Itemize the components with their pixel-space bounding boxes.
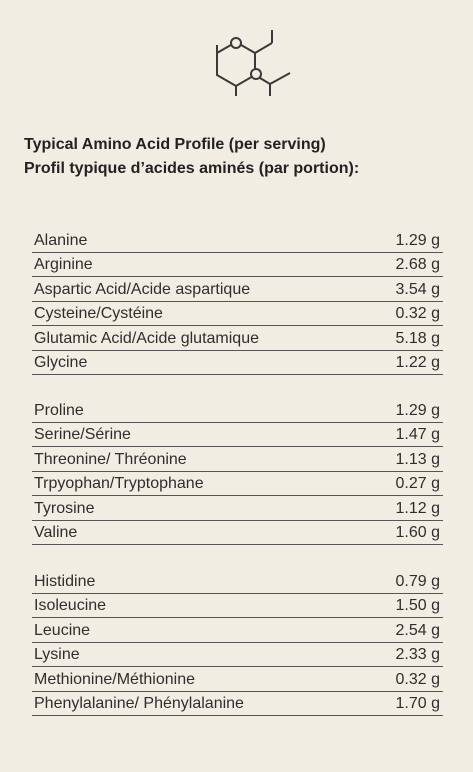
- amino-acid-name: Arginine: [34, 256, 93, 274]
- title-french: Profil typique d’acides aminés (par port…: [24, 160, 360, 177]
- amount: 2.54 g: [395, 621, 440, 639]
- amino-acid-name: Valine: [34, 524, 78, 541]
- amino-acid-name: Threonine/ Thréonine: [34, 450, 187, 468]
- amino-acid-name: Lysine: [34, 646, 80, 664]
- amino-acid-name: Glutamic Acid/Acide glutamique: [34, 329, 259, 347]
- amount: 0.32 g: [395, 305, 440, 323]
- amino-acid-name: Leucine: [34, 621, 91, 639]
- table-row: Cysteine/Cystéine 0.32 g: [32, 302, 443, 327]
- amount: 0.32 g: [395, 670, 440, 688]
- title-english: Typical Amino Acid Profile (per serving): [24, 136, 326, 153]
- amount: 3.54 g: [395, 280, 440, 298]
- amount: 1.60 g: [395, 524, 440, 541]
- table-row: Glycine 1.22 g: [32, 351, 443, 375]
- table-row: Serine/Sérine 1.47 g: [32, 423, 443, 448]
- amount: 1.70 g: [395, 695, 440, 712]
- amino-acid-name: Serine/Sérine: [34, 426, 131, 444]
- amount: 0.27 g: [395, 475, 440, 493]
- table-row: Trpyophan/Tryptophane 0.27 g: [32, 472, 443, 497]
- table-row: Valine 1.60 g: [32, 521, 443, 545]
- table-row: Tyrosine 1.12 g: [32, 497, 443, 521]
- molecule-icon: [216, 30, 291, 96]
- table-row: Proline 1.29 g: [32, 399, 443, 423]
- table-row: Histidine 0.79 g: [32, 570, 443, 594]
- amount: 1.13 g: [395, 450, 440, 468]
- amino-acid-name: Alanine: [34, 232, 88, 249]
- amount: 1.29 g: [395, 232, 440, 249]
- amino-acid-name: Proline: [34, 402, 84, 419]
- amount: 5.18 g: [395, 329, 440, 347]
- amount: 1.22 g: [395, 354, 440, 371]
- amino-acid-name: Cysteine/Cystéine: [34, 305, 163, 323]
- table-row: Lysine 2.33 g: [32, 643, 443, 668]
- table-row: Arginine 2.68 g: [32, 253, 443, 278]
- table-row: Alanine 1.29 g: [32, 229, 443, 253]
- amount: 2.68 g: [395, 256, 440, 274]
- amino-acid-name: Methionine/Méthionine: [34, 670, 195, 688]
- amino-acid-name: Aspartic Acid/Acide aspartique: [34, 280, 251, 298]
- table-row: Aspartic Acid/Acide aspartique 3.54 g: [32, 278, 443, 302]
- table-row: Glutamic Acid/Acide glutamique 5.18 g: [32, 327, 443, 351]
- table-row: Leucine 2.54 g: [32, 619, 443, 643]
- table-row: Isoleucine 1.50 g: [32, 594, 443, 619]
- table-row: Phenylalanine/ Phénylalanine 1.70 g: [32, 692, 443, 716]
- amino-acid-name: Tyrosine: [34, 499, 95, 517]
- amount: 2.33 g: [395, 646, 440, 664]
- amount: 1.47 g: [395, 426, 440, 444]
- amount: 1.50 g: [395, 597, 440, 615]
- amount: 1.12 g: [395, 499, 440, 517]
- amino-acid-name: Isoleucine: [34, 597, 107, 615]
- amino-acid-name: Histidine: [34, 573, 96, 590]
- amino-acid-name: Glycine: [34, 354, 88, 371]
- table-row: Threonine/ Thréonine 1.13 g: [32, 448, 443, 472]
- amount: 1.29 g: [395, 402, 440, 419]
- table-row: Methionine/Méthionine 0.32 g: [32, 668, 443, 692]
- amount: 0.79 g: [395, 573, 440, 590]
- amino-acid-name: Phenylalanine/ Phénylalanine: [34, 695, 244, 712]
- amino-acid-name: Trpyophan/Tryptophane: [34, 475, 204, 493]
